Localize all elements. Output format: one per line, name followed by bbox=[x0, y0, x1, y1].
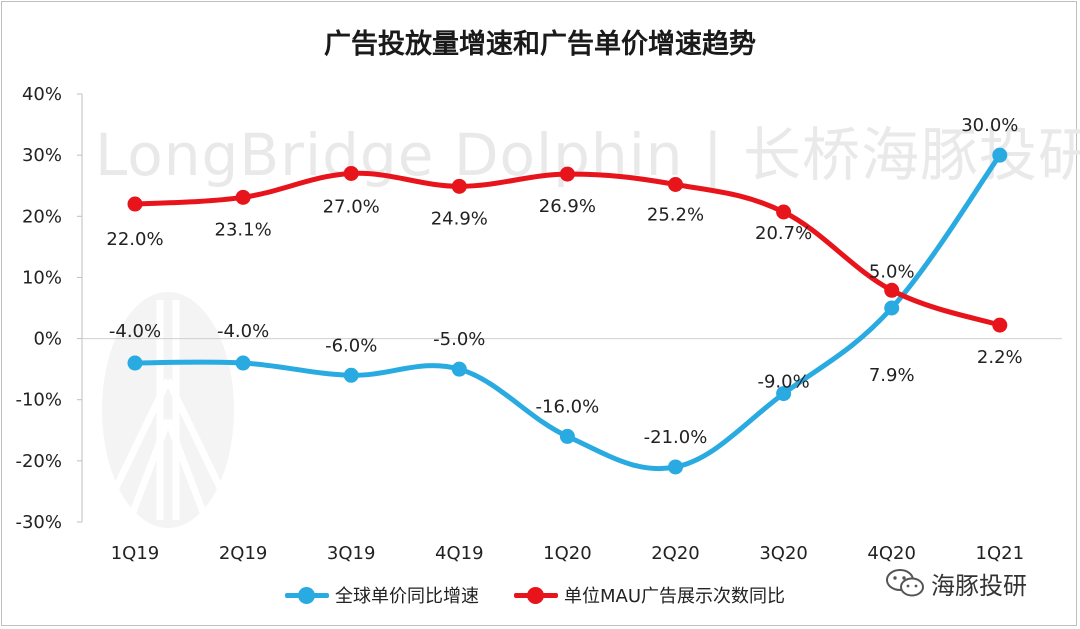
watermark-text: LongBridge Dolphin | 长桥海豚投研 bbox=[95, 121, 1080, 189]
legend-label-global-unit-price: 全球单价同比增速 bbox=[335, 586, 479, 607]
x-tick-label: 1Q19 bbox=[111, 543, 160, 564]
legend-item-global-unit-price: 全球单价同比增速 bbox=[285, 580, 479, 610]
data-point bbox=[884, 282, 900, 298]
data-point bbox=[992, 147, 1008, 163]
data-label: 26.9% bbox=[539, 196, 596, 217]
y-tick-label: 10% bbox=[22, 267, 62, 288]
data-point bbox=[776, 386, 792, 402]
legend-item-ad-impressions: 单位MAU广告展示次数同比 bbox=[514, 580, 785, 610]
y-tick-label: 0% bbox=[33, 329, 62, 350]
brand-badge: 海豚投研 bbox=[885, 566, 1027, 600]
y-tick-label: -10% bbox=[15, 390, 62, 411]
x-tick-label: 2Q19 bbox=[219, 543, 268, 564]
data-label: 23.1% bbox=[215, 219, 272, 240]
data-label: 5.0% bbox=[869, 261, 915, 282]
data-point bbox=[235, 355, 251, 371]
series-ad-impressions-per-mau bbox=[127, 165, 1008, 333]
data-point bbox=[127, 196, 143, 212]
legend-swatch-red bbox=[514, 585, 558, 605]
chart-title: 广告投放量增速和广告单价增速趋势 bbox=[324, 29, 756, 60]
y-tick-label: -30% bbox=[15, 512, 62, 533]
data-point bbox=[235, 189, 251, 205]
y-tick-label: 40% bbox=[22, 84, 62, 105]
data-label: -16.0% bbox=[536, 396, 600, 417]
data-label: -4.0% bbox=[217, 321, 269, 342]
data-label: -21.0% bbox=[644, 427, 708, 448]
data-label: -6.0% bbox=[325, 335, 377, 356]
data-point bbox=[127, 355, 143, 371]
y-tick-label: -20% bbox=[15, 451, 62, 472]
x-tick-label: 3Q20 bbox=[759, 543, 808, 564]
x-tick-label: 4Q20 bbox=[867, 543, 916, 564]
data-label: 2.2% bbox=[977, 347, 1023, 368]
data-point bbox=[559, 166, 575, 182]
data-label: 27.0% bbox=[323, 196, 380, 217]
data-labels: -4.0% -4.0% -6.0% -5.0% -16.0% -21.0% -9.0% 7.9… bbox=[106, 115, 1022, 448]
x-tick-label: 4Q19 bbox=[435, 543, 484, 564]
data-label: 24.9% bbox=[431, 208, 488, 229]
watermark-logo bbox=[102, 292, 234, 528]
data-label: 7.9% bbox=[869, 365, 915, 386]
data-label: -9.0% bbox=[757, 372, 809, 393]
legend-swatch-blue bbox=[285, 585, 329, 605]
data-point bbox=[668, 459, 683, 475]
data-label: 20.7% bbox=[755, 223, 812, 244]
series-global-unit-price bbox=[127, 147, 1008, 475]
data-label: -4.0% bbox=[109, 321, 161, 342]
data-point bbox=[992, 317, 1008, 333]
legend-label-ad-impressions: 单位MAU广告展示次数同比 bbox=[564, 586, 786, 607]
x-tick-label: 3Q19 bbox=[327, 543, 376, 564]
data-label: 25.2% bbox=[647, 204, 704, 225]
data-point bbox=[559, 428, 575, 444]
brand-name: 海豚投研 bbox=[931, 571, 1027, 600]
y-tick-label: 30% bbox=[22, 145, 62, 166]
data-point bbox=[343, 165, 359, 181]
data-point bbox=[451, 361, 467, 377]
data-point bbox=[668, 176, 683, 192]
data-point bbox=[884, 300, 900, 316]
y-tick-label: 20% bbox=[22, 206, 62, 227]
x-tick-label: 2Q20 bbox=[651, 543, 700, 564]
data-point bbox=[776, 204, 792, 220]
series-line bbox=[132, 152, 1003, 472]
data-label: -5.0% bbox=[433, 329, 485, 350]
x-tick-label: 1Q21 bbox=[976, 543, 1025, 564]
data-point bbox=[451, 178, 467, 194]
data-point bbox=[343, 367, 359, 383]
data-label: 22.0% bbox=[106, 229, 163, 250]
wechat-icon bbox=[886, 569, 924, 597]
axes: 40% 30% 20% 10% 0% -10% -20% -30% 1Q19 2Q19 3Q19 4Q… bbox=[15, 84, 1062, 564]
data-label: 30.0% bbox=[961, 115, 1018, 136]
legend: 全球单价同比增速 单位MAU广告展示次数同比 bbox=[0, 580, 1080, 610]
x-tick-label: 1Q20 bbox=[543, 543, 592, 564]
